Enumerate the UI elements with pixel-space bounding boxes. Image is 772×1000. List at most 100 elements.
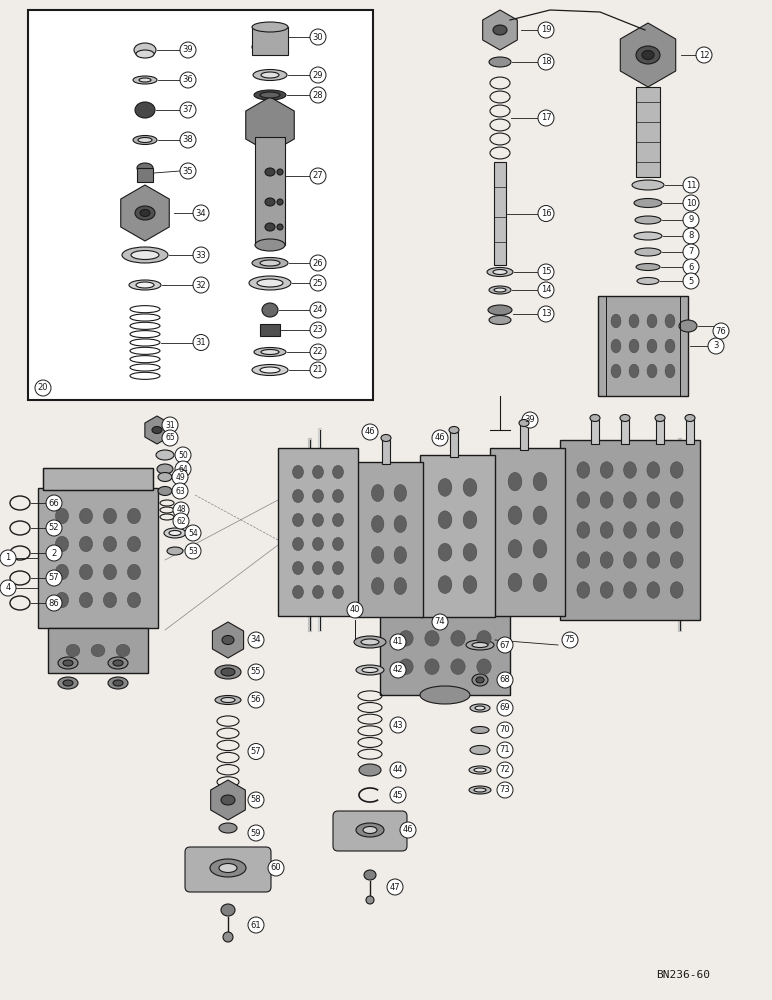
Bar xyxy=(137,168,153,182)
Circle shape xyxy=(46,545,62,561)
Ellipse shape xyxy=(56,592,69,608)
Text: 70: 70 xyxy=(499,726,510,734)
Bar xyxy=(28,10,373,400)
Ellipse shape xyxy=(363,826,377,834)
Circle shape xyxy=(390,662,406,678)
Circle shape xyxy=(387,879,403,895)
Bar xyxy=(43,468,153,490)
Ellipse shape xyxy=(425,659,439,674)
Text: 20: 20 xyxy=(38,383,48,392)
Ellipse shape xyxy=(169,530,181,536)
Ellipse shape xyxy=(394,484,407,502)
Circle shape xyxy=(310,275,326,291)
Text: 21: 21 xyxy=(313,365,323,374)
Ellipse shape xyxy=(472,643,488,648)
Text: 25: 25 xyxy=(313,278,323,288)
Ellipse shape xyxy=(629,364,639,378)
Ellipse shape xyxy=(63,680,73,686)
Text: 45: 45 xyxy=(393,790,403,800)
Text: 63: 63 xyxy=(175,487,185,495)
Text: 46: 46 xyxy=(435,434,445,442)
Circle shape xyxy=(683,259,699,275)
Bar xyxy=(520,425,528,450)
Ellipse shape xyxy=(399,631,413,646)
Ellipse shape xyxy=(577,462,590,478)
Text: 48: 48 xyxy=(176,506,186,514)
Circle shape xyxy=(683,228,699,244)
Text: 22: 22 xyxy=(313,348,323,357)
Circle shape xyxy=(175,461,191,477)
Circle shape xyxy=(310,67,326,83)
Ellipse shape xyxy=(58,677,78,689)
Circle shape xyxy=(432,430,448,446)
Ellipse shape xyxy=(470,746,490,754)
Text: 18: 18 xyxy=(540,57,551,66)
Ellipse shape xyxy=(647,492,660,508)
Circle shape xyxy=(538,206,554,222)
Ellipse shape xyxy=(601,582,613,598)
Ellipse shape xyxy=(167,547,183,555)
Bar xyxy=(278,448,358,616)
Circle shape xyxy=(390,634,406,650)
Text: 73: 73 xyxy=(499,786,510,794)
Ellipse shape xyxy=(127,592,141,608)
Text: 68: 68 xyxy=(499,676,510,684)
Ellipse shape xyxy=(135,206,155,220)
Ellipse shape xyxy=(489,57,511,67)
Text: 11: 11 xyxy=(686,180,696,190)
Ellipse shape xyxy=(333,585,344,599)
Text: 24: 24 xyxy=(313,306,323,314)
Circle shape xyxy=(248,692,264,708)
Circle shape xyxy=(248,664,264,680)
Circle shape xyxy=(432,614,448,630)
Ellipse shape xyxy=(371,577,384,595)
Text: 66: 66 xyxy=(49,498,59,508)
Ellipse shape xyxy=(463,576,477,594)
Ellipse shape xyxy=(219,823,237,833)
Circle shape xyxy=(497,762,513,778)
Ellipse shape xyxy=(58,657,78,669)
Bar xyxy=(382,440,390,464)
Text: 46: 46 xyxy=(364,428,375,436)
Ellipse shape xyxy=(577,582,590,598)
Ellipse shape xyxy=(647,552,660,568)
Ellipse shape xyxy=(80,592,93,608)
Ellipse shape xyxy=(215,665,241,679)
Ellipse shape xyxy=(665,314,675,328)
Ellipse shape xyxy=(670,522,683,538)
Text: 13: 13 xyxy=(540,310,551,318)
Ellipse shape xyxy=(80,536,93,552)
Text: 58: 58 xyxy=(251,796,261,804)
Ellipse shape xyxy=(257,279,283,287)
Text: 8: 8 xyxy=(689,232,694,240)
Circle shape xyxy=(538,22,554,38)
Ellipse shape xyxy=(624,492,636,508)
Bar xyxy=(591,420,599,444)
Ellipse shape xyxy=(221,904,235,916)
Ellipse shape xyxy=(624,462,636,478)
Bar xyxy=(598,296,688,396)
Circle shape xyxy=(310,362,326,378)
Circle shape xyxy=(713,323,729,339)
Ellipse shape xyxy=(158,473,172,482)
Ellipse shape xyxy=(647,582,660,598)
Circle shape xyxy=(696,47,712,63)
Ellipse shape xyxy=(63,660,73,666)
Text: 74: 74 xyxy=(435,617,445,626)
Text: 3: 3 xyxy=(713,342,719,351)
Ellipse shape xyxy=(136,282,154,288)
Ellipse shape xyxy=(420,686,470,704)
Bar xyxy=(252,27,288,55)
Text: 29: 29 xyxy=(313,70,323,80)
Circle shape xyxy=(175,447,191,463)
Ellipse shape xyxy=(489,286,511,294)
Text: 26: 26 xyxy=(313,258,323,267)
Text: 35: 35 xyxy=(183,166,193,176)
Text: 1: 1 xyxy=(5,554,11,562)
Circle shape xyxy=(497,742,513,758)
Text: 23: 23 xyxy=(313,326,323,334)
Polygon shape xyxy=(620,23,676,87)
Ellipse shape xyxy=(647,462,660,478)
Ellipse shape xyxy=(221,668,235,676)
Ellipse shape xyxy=(601,522,613,538)
